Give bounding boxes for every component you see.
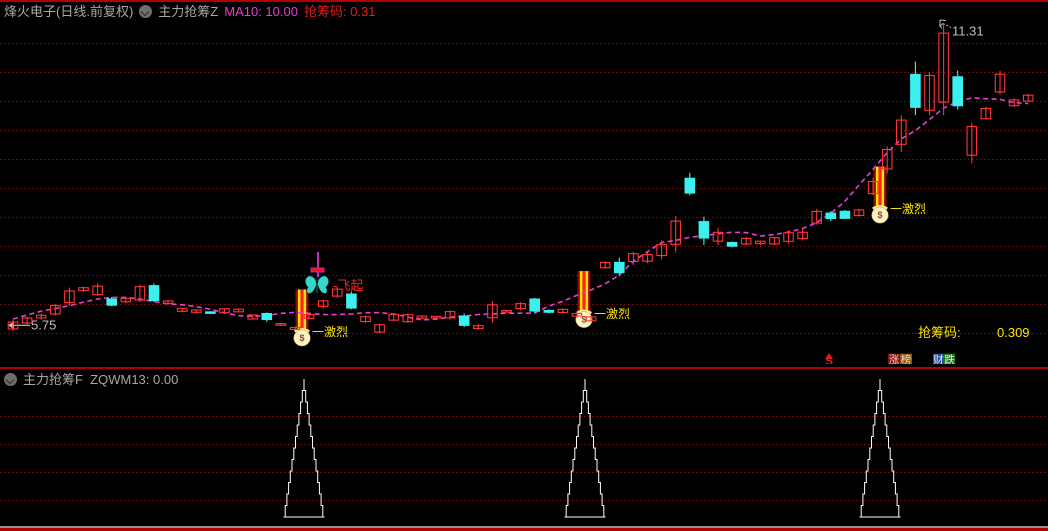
svg-text:财: 财 bbox=[933, 353, 944, 364]
svg-text:跌: 跌 bbox=[944, 353, 955, 364]
svg-text:榜: 榜 bbox=[901, 353, 912, 364]
svg-text:一激烈: 一激烈 bbox=[312, 325, 348, 339]
svg-text:涨: 涨 bbox=[889, 354, 900, 364]
svg-text:5.75: 5.75 bbox=[31, 318, 56, 333]
svg-text:11.31: 11.31 bbox=[952, 23, 984, 38]
svg-text:一激烈: 一激烈 bbox=[594, 307, 630, 321]
svg-text:0.309: 0.309 bbox=[997, 325, 1030, 340]
svg-text:一激烈: 一激烈 bbox=[890, 202, 926, 216]
svg-text:抢筹码:: 抢筹码: bbox=[918, 325, 961, 340]
svg-text:S: S bbox=[825, 354, 833, 364]
